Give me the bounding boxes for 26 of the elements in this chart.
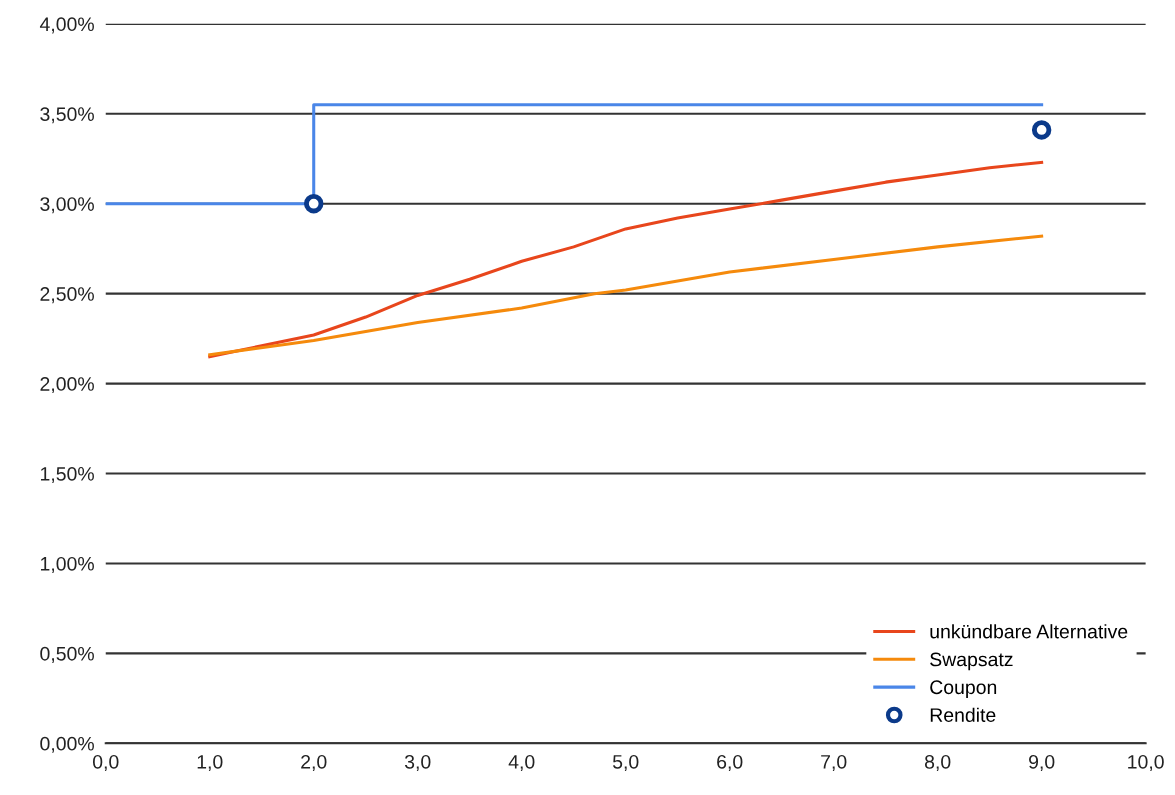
y-tick-label: 0,00% [40,736,94,753]
x-tick-label: 7,0 [821,754,847,772]
y-tick-label: 3,00% [40,197,94,214]
legend-label: Rendite [930,707,996,722]
y-tick-label: 0,50% [40,646,94,663]
x-tick-label: 1,0 [197,754,223,772]
line-series [208,234,1044,357]
x-tick-label: 10,0 [1128,754,1164,772]
x-tick-label: 0,0 [93,754,119,772]
legend-label: Coupon [930,680,997,698]
y-tick-label: 2,00% [40,377,94,394]
x-tick-label: 2,0 [301,754,327,772]
y-tick-label: 1,00% [40,556,94,573]
y-tick-label: 4,00% [39,17,94,34]
x-tick-label: 6,0 [717,754,743,772]
y-tick-label: 3,50% [40,107,94,124]
line-series [208,160,1044,359]
x-tick-label: 8,0 [924,754,951,772]
legend-label: Swapsatz [930,652,1013,671]
legend-label: unkündbare Alternative [930,624,1128,639]
x-tick-label: 4,0 [508,754,535,772]
x-tick-label: 3,0 [404,754,431,772]
x-tick-label: 9,0 [1029,754,1055,772]
y-tick-label: 1,50% [40,466,94,484]
x-tick-label: 5,0 [612,754,639,772]
y-tick-label: 2,50% [40,287,94,304]
